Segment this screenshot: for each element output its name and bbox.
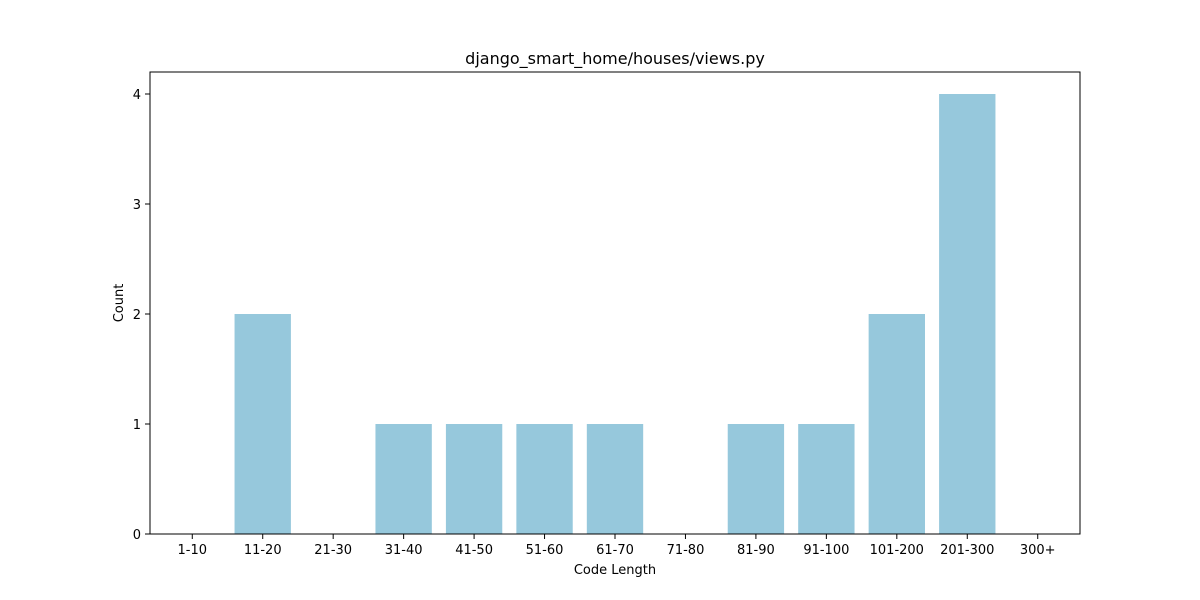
bar-11-20 xyxy=(234,314,291,534)
x-tick-label: 101-200 xyxy=(870,543,924,558)
bar-81-90 xyxy=(727,424,785,534)
x-tick-label: 61-70 xyxy=(596,543,634,558)
bar-91-100 xyxy=(798,424,855,534)
bar-31-40 xyxy=(375,424,432,534)
x-axis-label: Code Length xyxy=(574,563,656,578)
y-tick-label: 0 xyxy=(133,528,141,543)
x-tick-label: 11-20 xyxy=(244,543,282,558)
x-tick-label: 1-10 xyxy=(178,543,208,558)
x-tick-label: 71-80 xyxy=(667,543,705,558)
x-tick-label: 81-90 xyxy=(737,543,775,558)
x-tick-label: 21-30 xyxy=(314,543,352,558)
bars-layer xyxy=(234,94,996,534)
bar-41-50 xyxy=(445,424,503,534)
bar-201-300 xyxy=(939,94,996,534)
y-tick-label: 2 xyxy=(133,308,141,323)
chart-title: django_smart_home/houses/views.py xyxy=(465,49,765,69)
y-tick-label: 4 xyxy=(133,88,141,103)
x-tick-label: 31-40 xyxy=(385,543,423,558)
x-tick-label: 51-60 xyxy=(526,543,564,558)
x-tick-label: 300+ xyxy=(1020,543,1056,558)
x-tick-label: 201-300 xyxy=(940,543,994,558)
x-tick-label: 41-50 xyxy=(455,543,493,558)
x-tick-label: 91-100 xyxy=(803,543,849,558)
y-tick-label: 3 xyxy=(133,198,141,213)
y-tick-label: 1 xyxy=(133,418,141,433)
bar-101-200 xyxy=(868,314,925,534)
x-axis: 1-10 11-20 21-30 31-40 41-50 51-60 61-70 71-80 8… xyxy=(178,534,1056,558)
bar-61-70 xyxy=(586,424,644,534)
bar-51-60 xyxy=(516,424,573,534)
y-axis: 0 1 2 3 4 xyxy=(133,88,150,543)
y-axis-label: Count xyxy=(112,284,127,323)
